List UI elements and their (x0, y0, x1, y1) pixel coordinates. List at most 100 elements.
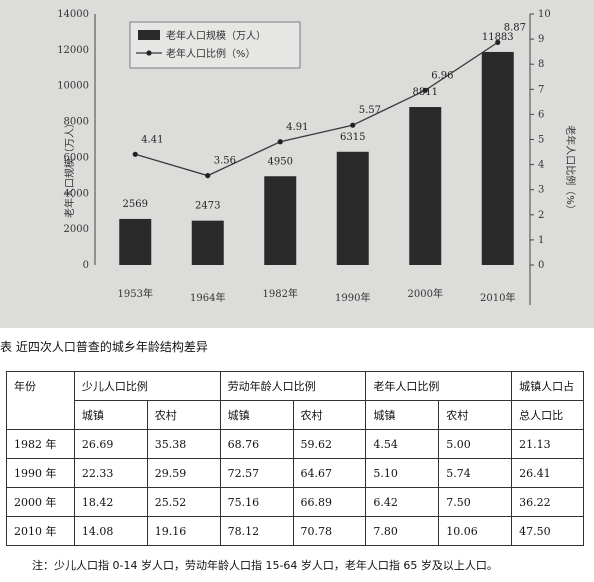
bar (191, 220, 224, 265)
bar-value-label: 4950 (268, 156, 293, 167)
y-right-tick-label: 3 (538, 185, 544, 196)
table-header-row: 年份 少儿人口比例 劳动年龄人口比例 老年人口比例 城镇人口占 (6, 371, 584, 430)
ratio-value-label: 3.56 (214, 156, 236, 167)
header-labor: 劳动年龄人口比例 (219, 371, 367, 401)
table-cell: 5.74 (438, 458, 513, 488)
x-tick-label: 2010年 (480, 291, 515, 304)
ratio-line (135, 41, 499, 177)
table-cell: 78.12 (219, 516, 294, 546)
y-left-tick-label: 8000 (64, 117, 89, 128)
ratio-value-label: 4.41 (141, 134, 163, 145)
y-right-tick-label: 7 (538, 84, 544, 95)
table-cell: 47.50 (511, 516, 584, 546)
x-tick-label: 2000年 (408, 287, 443, 300)
table-cell: 25.52 (146, 487, 221, 517)
table-cell: 18.42 (73, 487, 148, 517)
y-right-tick-label: 6 (538, 109, 544, 120)
x-tick-label: 1990年 (335, 291, 370, 304)
legend-bar-label: 老年人口规模（万人） (166, 29, 266, 42)
subheader-cell: 城镇 (73, 400, 148, 430)
ratio-point (132, 151, 138, 157)
table-cell: 26.41 (511, 458, 584, 488)
legend-line-marker (146, 50, 152, 56)
chart-legend: 老年人口规模（万人） 老年人口比例（%） (129, 21, 301, 69)
subheader-cell: 城镇 (365, 400, 440, 430)
legend-box (129, 21, 301, 69)
table-caption: 表 近四次人口普查的城乡年龄结构差异 (0, 340, 208, 354)
legend-line-label: 老年人口比例（%） (166, 47, 256, 60)
table-cell: 64.67 (292, 458, 367, 488)
table-cell: 66.89 (292, 487, 367, 517)
y-left-tick-label: 0 (83, 260, 89, 271)
subheader-cell: 农村 (292, 400, 367, 430)
bar (409, 107, 442, 265)
table-cell: 21.13 (511, 429, 584, 459)
y-axis-right-label: 老年人口比例（%） (564, 125, 577, 215)
bar (481, 51, 514, 265)
table-cell: 5.10 (365, 458, 440, 488)
y-right-tick-label: 1 (538, 235, 544, 246)
table-subheader-row: 城镇 农村 城镇 农村 城镇 农村 总人口比 (7, 400, 584, 430)
table-cell: 19.16 (146, 516, 221, 546)
legend-bar-swatch (138, 30, 160, 40)
y-right-tick-label: 8 (538, 59, 544, 70)
row-year: 2010 年 (6, 516, 75, 546)
table-cell: 72.57 (219, 458, 294, 488)
ratio-point (277, 139, 283, 145)
y-left-tick-label: 6000 (64, 152, 89, 163)
y-left-tick-label: 2000 (64, 224, 89, 235)
y-right-tick-label: 9 (538, 34, 544, 45)
table-row: 2000 年 18.42 25.52 75.16 66.89 6.42 7.50… (6, 487, 584, 517)
header-elderly: 老年人口比例 (365, 371, 513, 401)
bar-value-label: 2473 (195, 201, 220, 212)
subheader-cell: 农村 (146, 400, 221, 430)
y-right-tick-label: 4 (538, 160, 544, 171)
combo-chart: 2569 2473495063158811118834.413.564.915.5… (57, 9, 577, 305)
table-cell: 10.06 (438, 516, 513, 546)
x-tick-label: 1982年 (263, 287, 298, 300)
table-cell: 22.33 (73, 458, 148, 488)
bar-value-label: 8811 (413, 87, 438, 98)
header-urban-share-1: 城镇人口占 (511, 371, 584, 401)
header-year: 年份 (6, 371, 75, 430)
bar (336, 151, 369, 265)
row-year: 1990 年 (6, 458, 75, 488)
table-cell: 5.00 (438, 429, 513, 459)
table-cell: 59.62 (292, 429, 367, 459)
x-tick-label: 1953年 (118, 287, 153, 300)
bar (264, 176, 297, 265)
row-year: 2000 年 (6, 487, 75, 517)
table-cell: 6.42 (365, 487, 440, 517)
bar-value-label: 11883 (482, 32, 514, 43)
header-child: 少儿人口比例 (73, 371, 221, 401)
subheader-cell: 农村 (438, 400, 513, 430)
table-cell: 29.59 (146, 458, 221, 488)
table-cell: 36.22 (511, 487, 584, 517)
y-left-tick-label: 10000 (57, 81, 89, 92)
ratio-value-label: 6.96 (431, 70, 453, 81)
subheader-cell: 城镇 (219, 400, 294, 430)
table-cell: 7.50 (438, 487, 513, 517)
x-tick-label: 1964年 (190, 291, 225, 304)
y-right-tick-label: 5 (538, 135, 544, 146)
table-cell: 68.76 (219, 429, 294, 459)
table-cell: 14.08 (73, 516, 148, 546)
table-cell: 70.78 (292, 516, 367, 546)
ratio-point (495, 39, 501, 45)
table-cell: 35.38 (146, 429, 221, 459)
y-left-tick-label: 4000 (64, 188, 89, 199)
bar-value-label: 2569 (123, 199, 148, 210)
table-row: 1990 年 22.33 29.59 72.57 64.67 5.10 5.74… (6, 458, 584, 488)
y-left-tick-label: 12000 (57, 45, 89, 56)
table-cell: 26.69 (73, 429, 148, 459)
ratio-point (205, 173, 211, 179)
ratio-value-label: 5.57 (359, 105, 381, 116)
ratio-value-label: 8.87 (504, 22, 526, 33)
y-right-tick-label: 2 (538, 210, 544, 221)
ratio-value-label: 4.91 (286, 122, 308, 133)
table-row: 1982 年 26.69 35.38 68.76 59.62 4.54 5.00… (6, 429, 584, 459)
table-row: 2010 年 14.08 19.16 78.12 70.78 7.80 10.0… (6, 516, 584, 546)
ratio-point (422, 87, 428, 93)
y-axis-left-label: 老年人口规模（万人） (63, 118, 76, 218)
bar-value-label: 6315 (340, 132, 365, 143)
